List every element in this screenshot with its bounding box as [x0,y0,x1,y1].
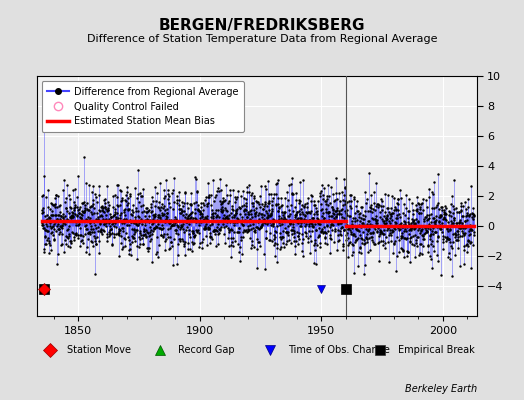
Text: Empirical Break: Empirical Break [398,345,474,355]
Y-axis label: Monthly Temperature Anomaly Difference (°C): Monthly Temperature Anomaly Difference (… [523,83,524,309]
Text: Time of Obs. Change: Time of Obs. Change [288,345,389,355]
Legend: Difference from Regional Average, Quality Control Failed, Estimated Station Mean: Difference from Regional Average, Qualit… [41,81,244,132]
Text: Record Gap: Record Gap [178,345,234,355]
Text: Berkeley Earth: Berkeley Earth [405,384,477,394]
Text: Difference of Station Temperature Data from Regional Average: Difference of Station Temperature Data f… [87,34,437,44]
Text: Station Move: Station Move [68,345,132,355]
Text: BERGEN/FREDRIKSBERG: BERGEN/FREDRIKSBERG [159,18,365,33]
